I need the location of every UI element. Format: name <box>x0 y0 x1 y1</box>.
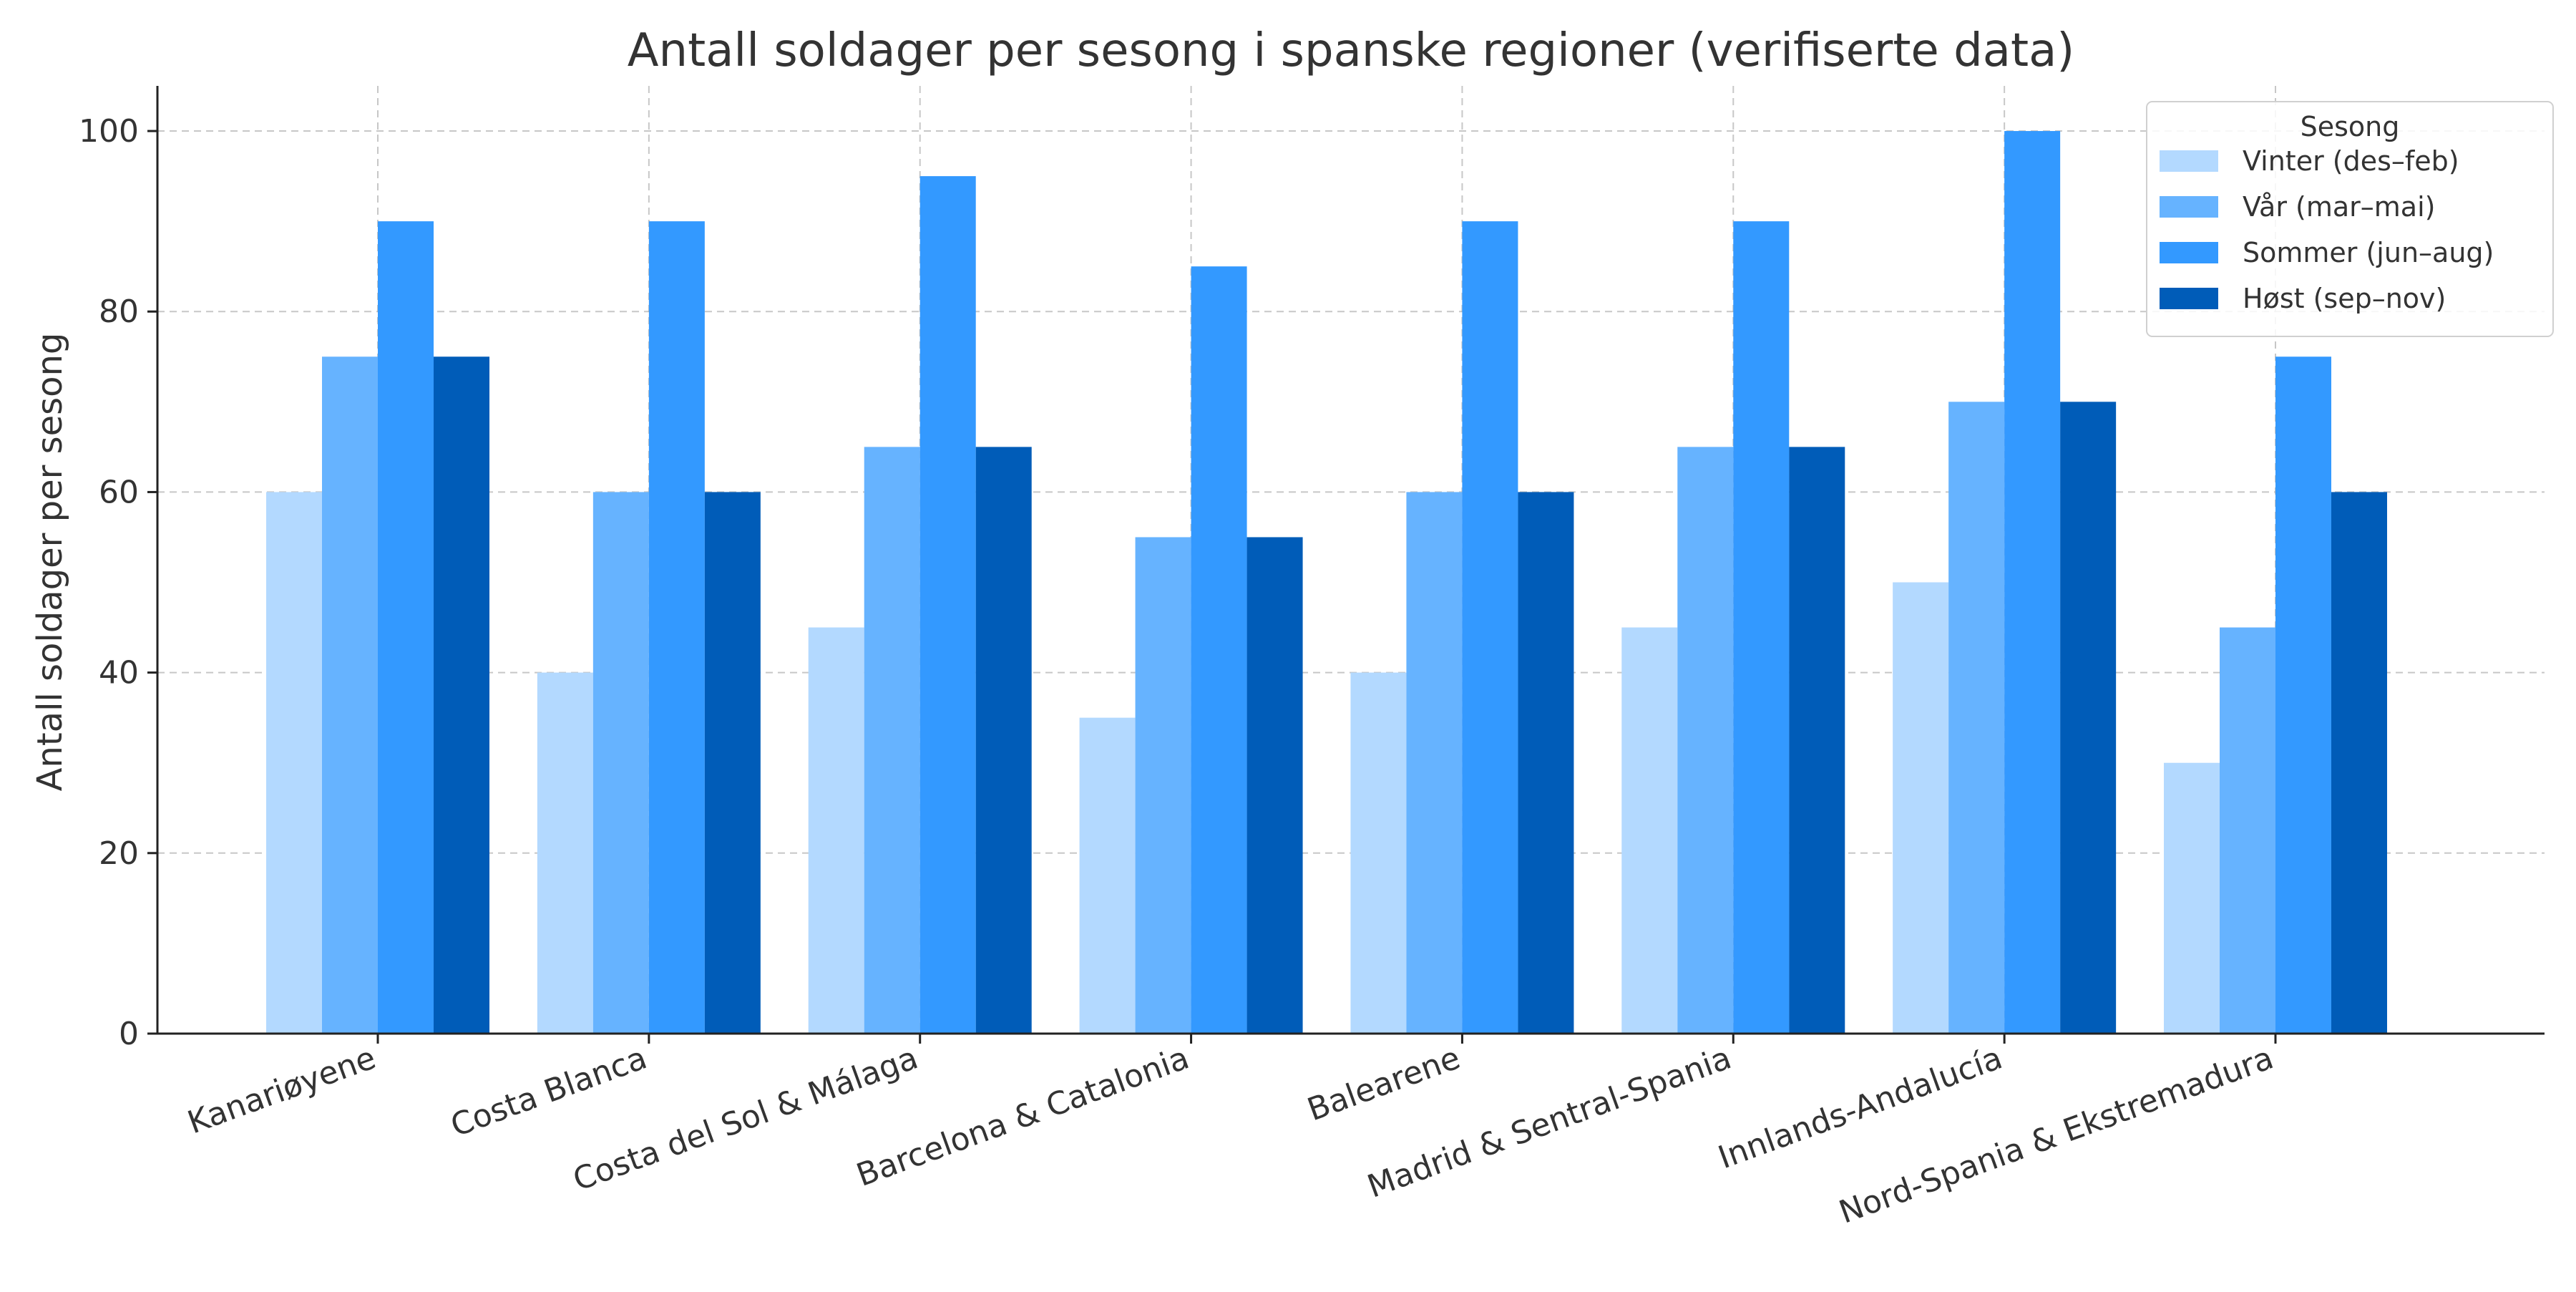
bar-2-1 <box>322 356 378 1034</box>
bar-2-8 <box>2220 627 2275 1034</box>
y-axis-label: Antall soldager per sesong <box>30 333 70 792</box>
bar-3-6 <box>1733 221 1790 1034</box>
y-tick-label: 100 <box>79 113 139 150</box>
bar-3-4 <box>1191 266 1247 1034</box>
x-tick-label: Costa Blanca <box>446 1039 651 1144</box>
legend-swatch-3 <box>2160 242 2218 263</box>
bar-4-3 <box>975 447 1032 1034</box>
bar-4-6 <box>1789 447 1845 1034</box>
x-tick-label: Balearene <box>1303 1039 1465 1128</box>
bar-3-2 <box>648 221 705 1034</box>
legend: Sesong Vinter (des–feb) Vår (mar–mai) Somm… <box>2146 101 2554 337</box>
bar-4-2 <box>704 492 761 1034</box>
bars-layer <box>266 131 2387 1034</box>
bar-2-3 <box>864 447 920 1034</box>
bar-4-1 <box>434 356 489 1034</box>
bar-3-3 <box>919 176 976 1034</box>
y-tick-label: 60 <box>99 474 139 510</box>
bar-2-7 <box>1948 402 2005 1034</box>
bar-1-6 <box>1621 627 1678 1034</box>
bar-1-5 <box>1350 672 1407 1034</box>
y-tick-label: 80 <box>99 293 139 330</box>
bar-1-1 <box>266 492 322 1034</box>
bar-2-4 <box>1135 537 1191 1034</box>
bar-1-7 <box>1893 582 1949 1034</box>
legend-label-2: Vår (mar–mai) <box>2243 191 2435 223</box>
y-tick-label: 0 <box>119 1016 139 1052</box>
bar-1-2 <box>537 672 593 1034</box>
bar-4-4 <box>1246 537 1303 1034</box>
bar-3-7 <box>2004 131 2061 1034</box>
x-tick-label: Kanariøyene <box>183 1039 381 1141</box>
legend-label-3: Sommer (jun–aug) <box>2243 237 2494 268</box>
bar-4-7 <box>2060 402 2117 1034</box>
legend-swatch-4 <box>2160 288 2218 309</box>
bar-4-8 <box>2331 492 2387 1034</box>
legend-label-4: Høst (sep–nov) <box>2243 283 2446 314</box>
legend-swatch-1 <box>2160 150 2218 172</box>
legend-items: Vinter (des–feb) Vår (mar–mai) Sommer (jun… <box>2160 145 2494 314</box>
bar-3-1 <box>378 221 434 1034</box>
bar-3-5 <box>1462 221 1518 1034</box>
bar-3-8 <box>2275 356 2331 1034</box>
bar-2-5 <box>1406 492 1463 1034</box>
bar-1-3 <box>808 627 864 1034</box>
bar-2-6 <box>1677 447 1734 1034</box>
legend-title: Sesong <box>2301 111 2400 142</box>
y-tick-label: 40 <box>99 655 139 691</box>
bar-1-4 <box>1079 717 1136 1034</box>
legend-swatch-2 <box>2160 196 2218 218</box>
bar-4-5 <box>1518 492 1574 1034</box>
y-tick-label: 20 <box>99 835 139 872</box>
legend-label-1: Vinter (des–feb) <box>2243 145 2459 177</box>
bar-1-8 <box>2164 762 2220 1034</box>
bar-2-2 <box>592 492 649 1034</box>
chart-title: Antall soldager per sesong i spanske reg… <box>628 24 2075 77</box>
legend-box <box>2146 101 2554 337</box>
x-tick-label: Nord-Spania & Ekstremadura <box>1835 1039 2278 1230</box>
